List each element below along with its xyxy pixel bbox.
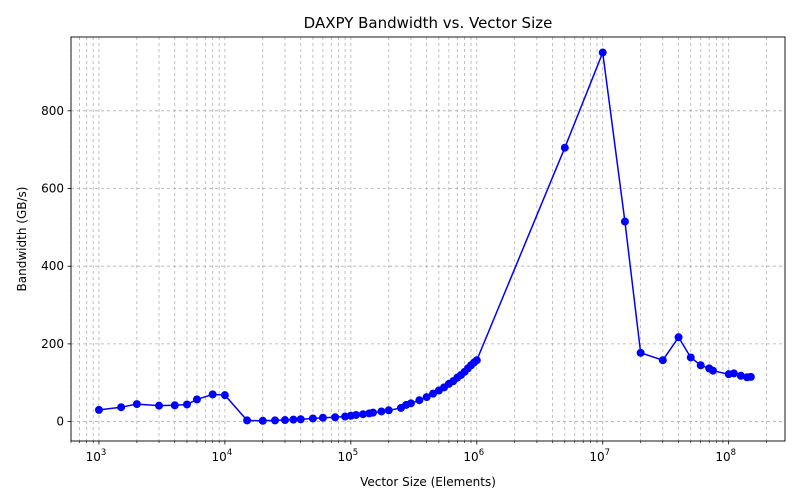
data-point xyxy=(170,401,179,410)
data-point xyxy=(384,406,393,415)
data-point xyxy=(472,356,481,365)
y-tick-label: 200 xyxy=(41,337,64,351)
data-point xyxy=(658,356,667,365)
data-point xyxy=(377,407,386,416)
y-axis-title: Bandwidth (GB/s) xyxy=(15,187,29,292)
x-tick-label: 105 xyxy=(337,448,358,464)
data-point xyxy=(406,399,415,408)
data-point xyxy=(94,405,103,414)
data-point xyxy=(271,416,280,425)
x-tick-label: 104 xyxy=(212,448,233,464)
data-point xyxy=(331,413,340,422)
x-axis-title: Vector Size (Elements) xyxy=(360,475,496,489)
data-point xyxy=(636,348,645,357)
plot-area-border xyxy=(70,36,786,442)
data-point xyxy=(729,369,738,378)
x-tick-label: 108 xyxy=(715,448,736,464)
data-point xyxy=(598,48,607,57)
axes-frame xyxy=(70,36,786,442)
y-tick-label: 800 xyxy=(41,104,64,118)
data-point xyxy=(318,413,327,422)
data-point xyxy=(308,414,317,423)
series-line xyxy=(98,49,751,422)
data-point xyxy=(560,143,569,152)
x-tick-label: 107 xyxy=(589,448,610,464)
data-point xyxy=(686,353,695,362)
data-point xyxy=(220,391,229,400)
y-tick-label: 600 xyxy=(41,182,64,196)
data-point xyxy=(132,400,141,409)
ticks: 0 200 400 600 800 103 104 105 106 107 108 xyxy=(41,104,767,464)
y-tick-label: 0 xyxy=(56,415,64,429)
data-point xyxy=(708,366,717,375)
chart-title: DAXPY Bandwidth vs. Vector Size xyxy=(304,14,553,32)
y-tick-label: 400 xyxy=(41,259,64,273)
data-point xyxy=(736,371,745,380)
data-point xyxy=(289,415,298,424)
data-point xyxy=(674,333,683,342)
data-point xyxy=(369,408,378,417)
grid xyxy=(70,37,785,441)
data-point xyxy=(208,390,217,399)
series-daxpy xyxy=(94,48,755,425)
data-point xyxy=(117,403,126,412)
data-point xyxy=(182,400,191,409)
x-tick-label: 106 xyxy=(463,448,484,464)
data-point xyxy=(422,393,431,402)
data-point xyxy=(352,410,361,419)
data-point xyxy=(243,416,252,425)
data-point xyxy=(746,372,755,381)
data-point xyxy=(280,416,289,425)
x-tick-label: 103 xyxy=(86,448,107,464)
data-point xyxy=(258,416,267,425)
data-point xyxy=(155,401,164,410)
data-point xyxy=(359,410,368,419)
data-point xyxy=(296,415,305,424)
data-point xyxy=(696,361,705,370)
data-point xyxy=(192,395,201,404)
data-point xyxy=(415,396,424,405)
data-point xyxy=(620,217,629,226)
